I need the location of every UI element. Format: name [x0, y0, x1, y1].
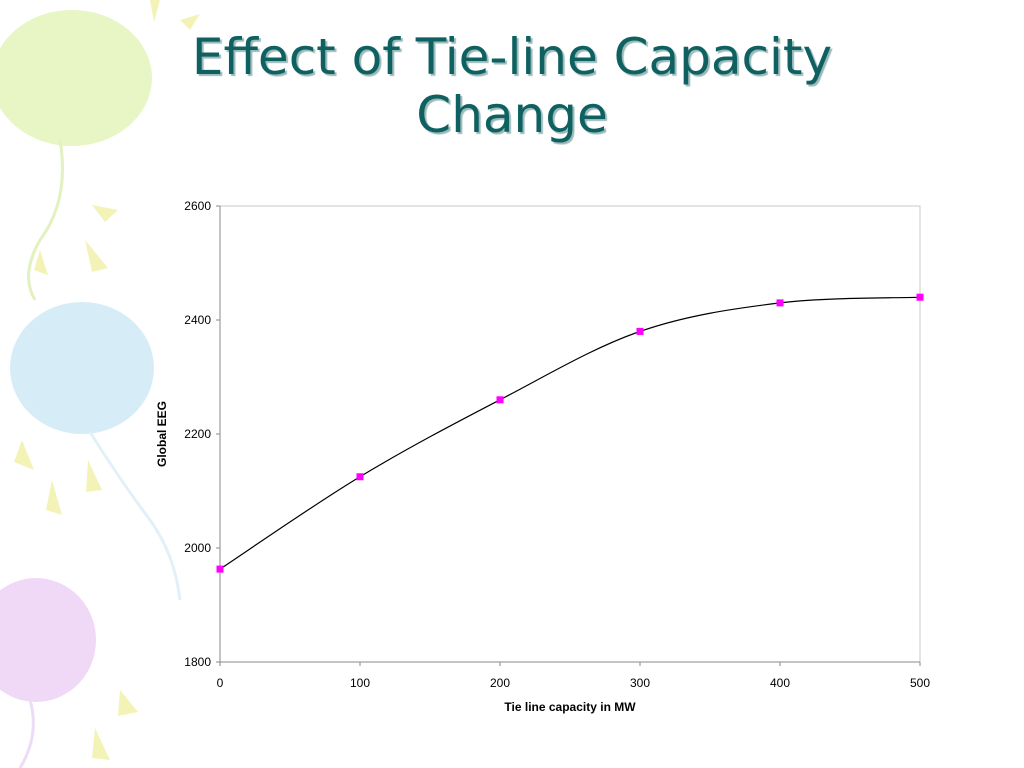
- y-tick-label: 2600: [184, 199, 211, 213]
- confetti-icon: [14, 0, 200, 760]
- data-point-marker: [636, 327, 644, 335]
- x-tick-label: 0: [217, 676, 224, 690]
- data-point-marker: [776, 299, 784, 307]
- y-tick-label: 2200: [184, 427, 211, 441]
- data-point-marker: [916, 293, 924, 301]
- plot-area: [219, 205, 921, 663]
- x-axis-ticks: 0 100 200 300 400 500: [217, 662, 930, 690]
- series-line: [219, 296, 921, 570]
- y-tick-label: 2000: [184, 541, 211, 555]
- slide-title-line-1: Effect of Tie-line Capacity: [191, 28, 833, 86]
- slide-title-line-2: Change: [416, 86, 608, 144]
- x-tick-label: 400: [770, 676, 790, 690]
- y-tick-label: 1800: [184, 655, 211, 669]
- x-tick-label: 200: [490, 676, 510, 690]
- slide-title: Effect of Tie-line Capacity Change: [0, 28, 1024, 144]
- data-point-marker: [496, 396, 504, 404]
- x-tick-label: 100: [350, 676, 370, 690]
- blue-balloon-icon: [10, 302, 182, 601]
- data-point-marker: [216, 565, 224, 573]
- data-point-marker: [356, 473, 364, 481]
- x-tick-label: 500: [910, 676, 930, 690]
- x-axis-title: Tie line capacity in MW: [504, 700, 636, 714]
- purple-balloon-icon: [0, 578, 96, 768]
- y-axis-title: Global EEG: [155, 401, 169, 467]
- y-tick-label: 2400: [184, 313, 211, 327]
- data-markers: [216, 293, 924, 573]
- x-tick-label: 300: [630, 676, 650, 690]
- green-balloon-icon: [0, 10, 152, 301]
- y-axis-ticks: 1800 2000 2200 2400 2600: [184, 199, 220, 669]
